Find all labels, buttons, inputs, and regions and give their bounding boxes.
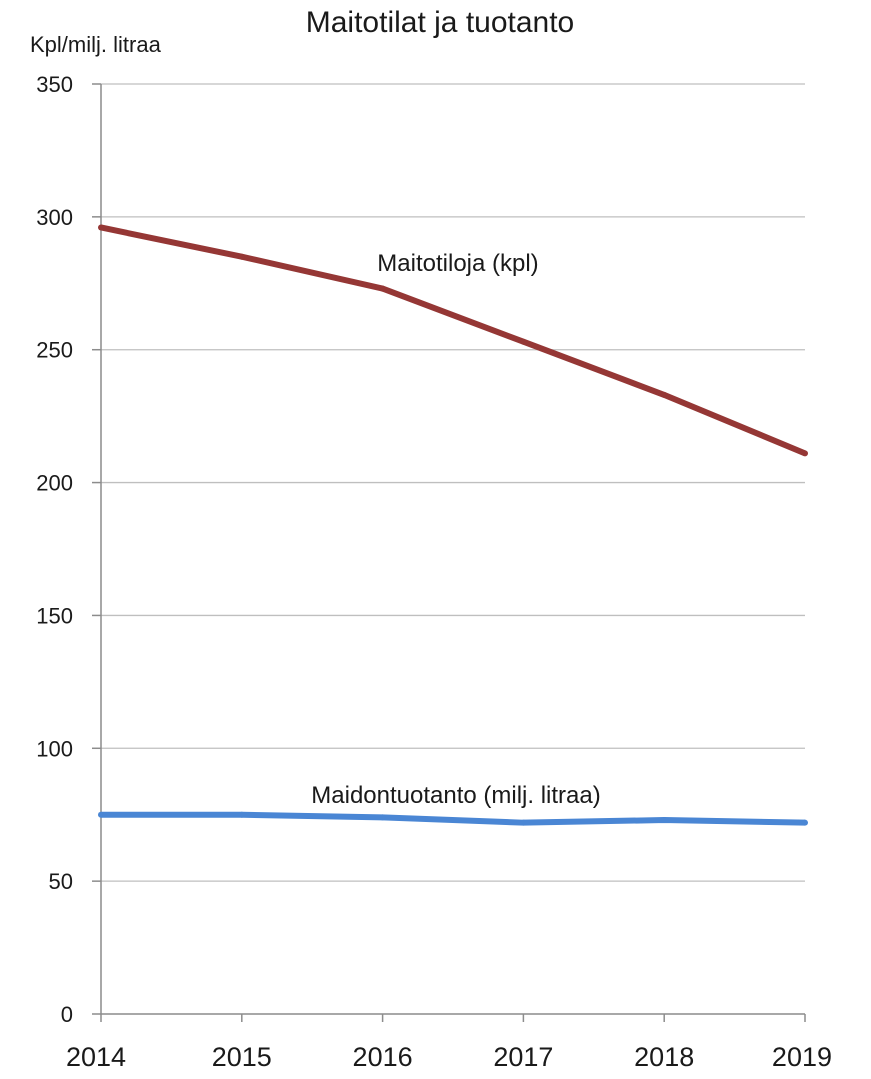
y-tick-label: 0: [61, 1002, 73, 1027]
series-line-1: [101, 811, 806, 826]
chart-title: Maitotilat ja tuotanto: [306, 6, 575, 39]
y-axis-label: Kpl/milj. litraa: [30, 32, 162, 57]
x-tick-label: 2018: [634, 1042, 694, 1072]
data-point: [238, 253, 245, 260]
y-tick-label: 200: [36, 471, 73, 496]
data-point: [661, 817, 668, 824]
data-point: [98, 811, 104, 818]
x-tick-label: 2015: [212, 1042, 272, 1072]
series-label-1: Maidontuotanto (milj. litraa): [311, 782, 600, 809]
data-point: [379, 285, 386, 292]
data-point: [520, 338, 527, 345]
data-point: [520, 819, 527, 826]
y-tick-label: 100: [36, 736, 73, 761]
data-point: [661, 391, 668, 398]
y-tick-label: 50: [49, 869, 73, 894]
y-tick-labels: 0 50 100 150 200 250 300 350: [36, 72, 73, 1027]
data-point: [98, 224, 104, 231]
y-tick-label: 350: [36, 72, 73, 97]
series-line-0: [100, 224, 807, 457]
x-tick-label: 2019: [772, 1042, 832, 1072]
data-point: [238, 811, 245, 818]
data-point: [802, 450, 808, 457]
y-tick-label: 150: [36, 603, 73, 628]
axes: [92, 83, 806, 1022]
x-tick-label: 2016: [353, 1042, 413, 1072]
x-tick-label: 2014: [66, 1042, 126, 1072]
gridlines: [101, 83, 805, 882]
x-tick-labels: 2014 2015 2016 2017 2018 2019: [66, 1042, 832, 1072]
series-lines: [98, 224, 808, 826]
data-point: [379, 814, 386, 821]
y-tick-label: 300: [36, 205, 73, 230]
data-point: [802, 819, 808, 826]
y-tick-label: 250: [36, 338, 73, 363]
x-tick-label: 2017: [493, 1042, 553, 1072]
series-label-0: Maitotiloja (kpl): [377, 250, 538, 277]
series-labels: Maitotiloja (kpl) Maidontuotanto (milj. l…: [311, 250, 600, 809]
